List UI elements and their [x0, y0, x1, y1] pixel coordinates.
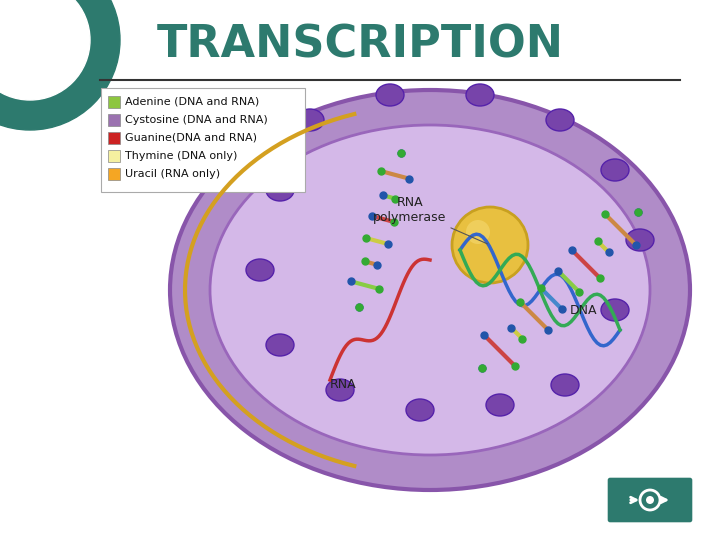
Bar — [108, 96, 120, 108]
Text: RNA: RNA — [330, 379, 356, 392]
Ellipse shape — [266, 334, 294, 356]
Ellipse shape — [466, 84, 494, 106]
Ellipse shape — [376, 84, 404, 106]
Text: Thymine (DNA only): Thymine (DNA only) — [125, 151, 238, 161]
Ellipse shape — [406, 399, 434, 421]
Ellipse shape — [626, 229, 654, 251]
Bar — [108, 168, 120, 180]
Ellipse shape — [326, 379, 354, 401]
Text: Guanine(DNA and RNA): Guanine(DNA and RNA) — [125, 133, 257, 143]
Ellipse shape — [601, 299, 629, 321]
Ellipse shape — [486, 394, 514, 416]
Ellipse shape — [246, 259, 274, 281]
Bar — [108, 150, 120, 162]
Ellipse shape — [210, 125, 650, 455]
Circle shape — [466, 220, 490, 244]
FancyBboxPatch shape — [607, 477, 693, 523]
Circle shape — [0, 0, 90, 100]
Ellipse shape — [601, 159, 629, 181]
Circle shape — [646, 496, 654, 504]
Ellipse shape — [170, 90, 690, 490]
Ellipse shape — [296, 109, 324, 131]
Bar — [108, 114, 120, 126]
Text: DNA: DNA — [570, 303, 598, 316]
Text: Uracil (RNA only): Uracil (RNA only) — [125, 169, 220, 179]
Ellipse shape — [266, 179, 294, 201]
Bar — [108, 132, 120, 144]
Ellipse shape — [546, 109, 574, 131]
Text: Cystosine (DNA and RNA): Cystosine (DNA and RNA) — [125, 115, 268, 125]
Text: TRANSCRIPTION: TRANSCRIPTION — [156, 24, 564, 66]
Text: Adenine (DNA and RNA): Adenine (DNA and RNA) — [125, 97, 259, 107]
Text: RNA
polymerase: RNA polymerase — [373, 196, 487, 244]
Ellipse shape — [551, 374, 579, 396]
Circle shape — [0, 0, 120, 130]
FancyBboxPatch shape — [101, 88, 305, 192]
Circle shape — [452, 207, 528, 283]
